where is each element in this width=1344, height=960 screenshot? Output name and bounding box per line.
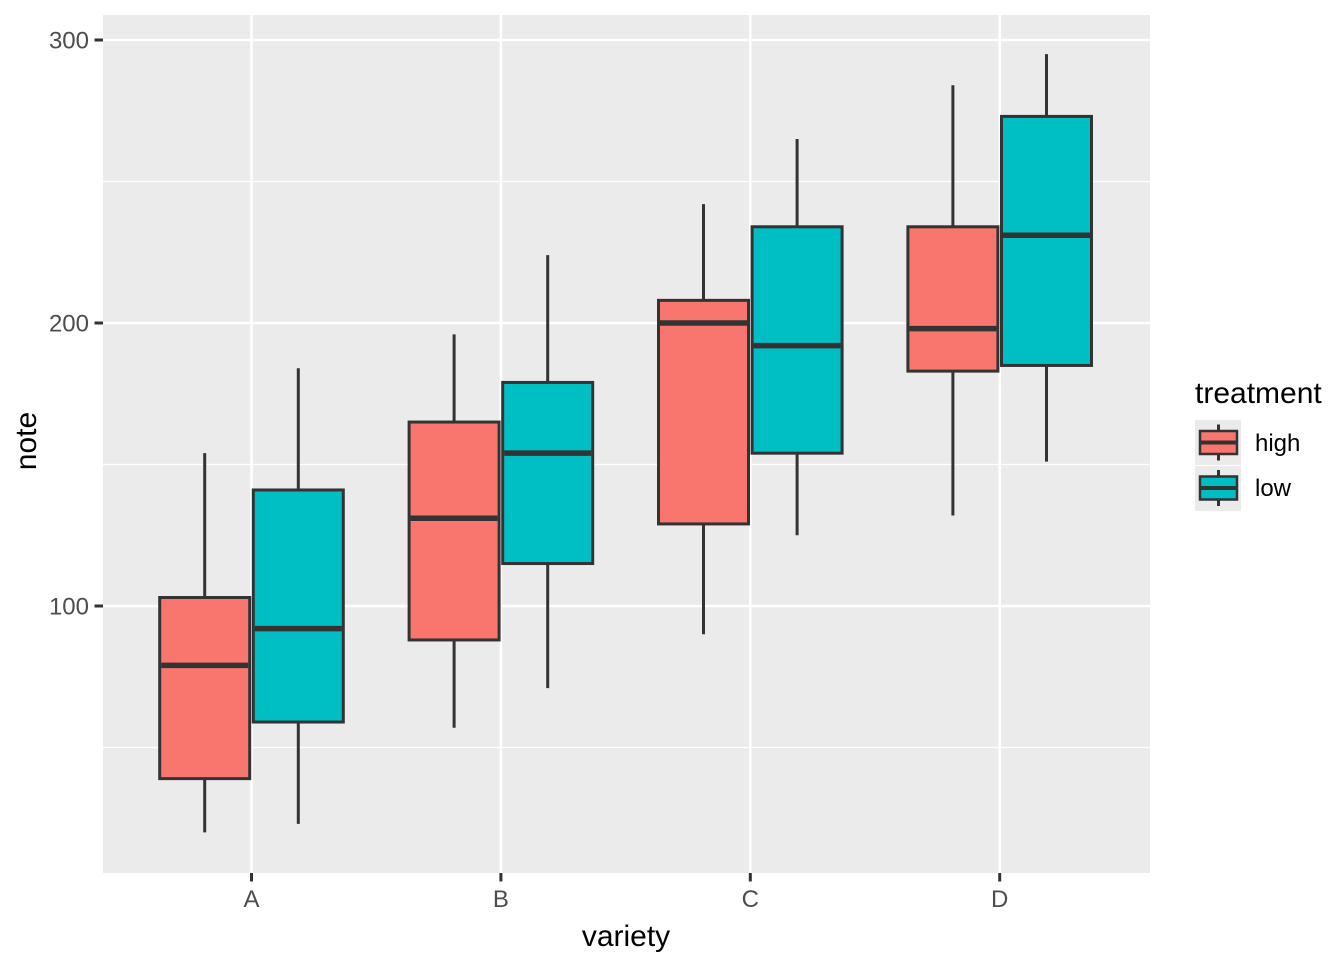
- boxplot-high-B: [407, 334, 501, 728]
- plot-panel: 100 200 300 A B C D: [49, 15, 1150, 913]
- iqr-box: [407, 420, 501, 642]
- x-tick-label-C: C: [742, 886, 759, 913]
- legend-label-high: high: [1255, 430, 1300, 457]
- legend: treatment high low: [1195, 377, 1322, 511]
- y-axis-title: note: [10, 412, 43, 470]
- boxplot-high-A: [158, 453, 252, 833]
- panel-background: [103, 15, 1150, 873]
- boxplot-low-C: [750, 139, 844, 536]
- legend-title: treatment: [1195, 377, 1322, 410]
- x-axis-title: variety: [582, 920, 670, 953]
- x-tick-label-D: D: [991, 886, 1008, 913]
- y-tick-label-300: 300: [49, 28, 89, 55]
- boxplot-low-A: [251, 368, 345, 824]
- boxplot-high-C: [657, 204, 750, 635]
- iqr-box: [1000, 114, 1093, 367]
- y-tick-label-100: 100: [49, 594, 89, 621]
- y-tick-label-200: 200: [49, 311, 89, 338]
- iqr-box: [750, 225, 844, 455]
- x-tick-label-A: A: [243, 886, 259, 913]
- boxplot-low-D: [1000, 54, 1093, 462]
- iqr-box: [501, 380, 595, 566]
- x-tick-label-B: B: [493, 886, 509, 913]
- legend-key-low: low: [1195, 466, 1292, 511]
- boxplot-low-B: [501, 255, 595, 689]
- legend-label-low: low: [1255, 475, 1292, 502]
- iqr-box: [251, 488, 345, 724]
- iqr-box: [158, 596, 252, 781]
- iqr-box: [657, 298, 750, 526]
- boxplot-high-D: [906, 85, 1000, 516]
- iqr-box: [906, 225, 1000, 373]
- legend-key-high: high: [1195, 420, 1300, 465]
